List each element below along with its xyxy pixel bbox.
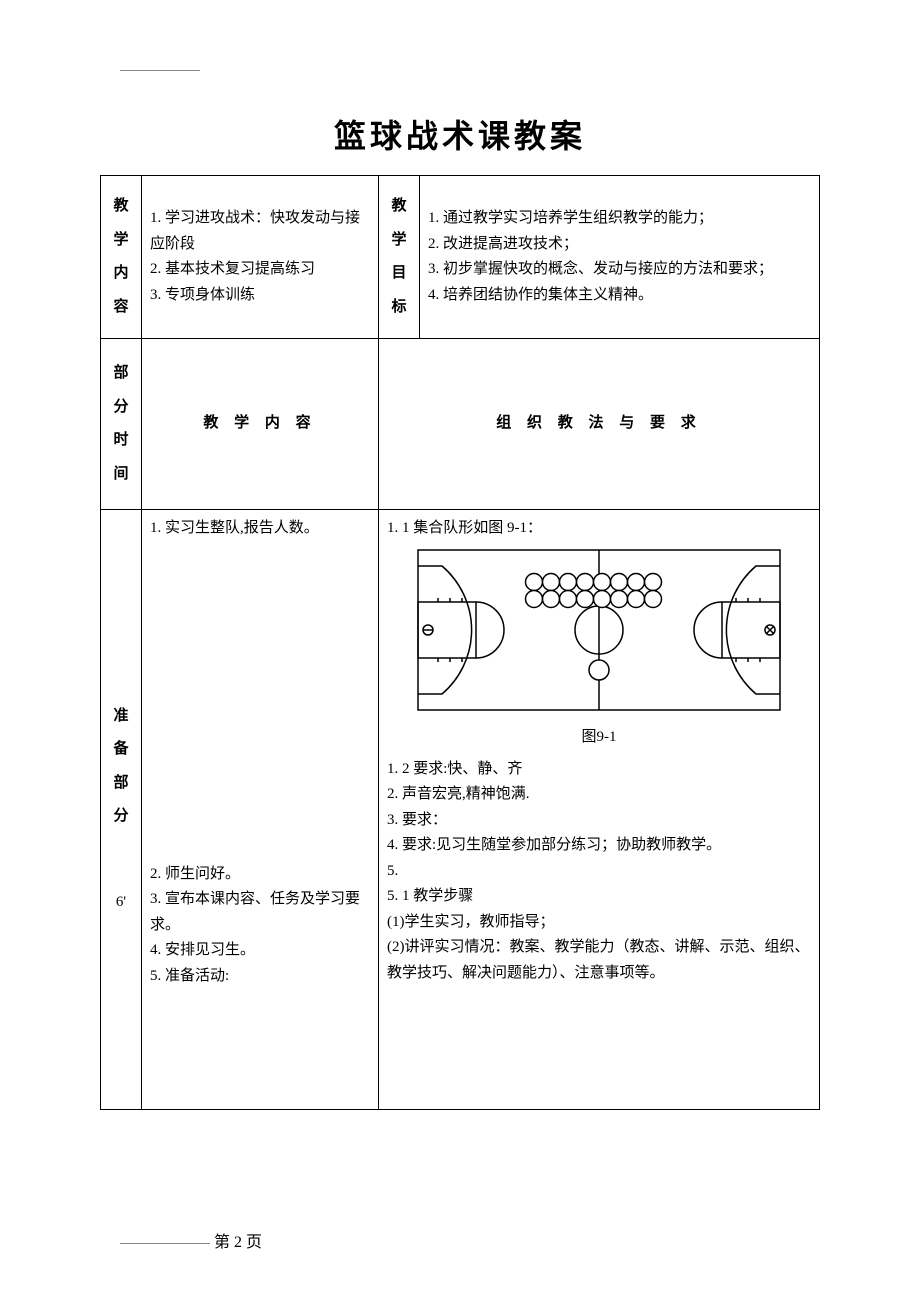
header-methods-requirements: 组 织 教 法 与 要 求 — [379, 339, 820, 510]
time-value: 6' — [105, 890, 137, 916]
court-diagram: 图9-1 — [387, 546, 811, 751]
page-number: 第 2 页 — [214, 1234, 262, 1251]
header-rule — [120, 70, 200, 71]
cell-teaching-goal: 1. 通过教学实习培养学生组织教学的能力； 2. 改进提高进攻技术； 3. 初步… — [420, 176, 820, 339]
document-title: 篮球战术课教案 — [100, 111, 820, 157]
label-teaching-content: 教 学 内 容 — [101, 176, 142, 339]
label-teaching-goal: 教 学 目 标 — [379, 176, 420, 339]
header-teaching-content: 教 学 内 容 — [142, 339, 379, 510]
label-section-time: 部 分 时 间 — [101, 339, 142, 510]
cell-prep-methods: 1. 1 集合队形如图 9-1： — [379, 510, 820, 1110]
cell-prep-content: 1. 实习生整队,报告人数。 2. 师生问好。 3. 宣布本课内容、任务及学习要… — [142, 510, 379, 1110]
prep-content-bottom: 2. 师生问好。 3. 宣布本课内容、任务及学习要求。 4. 安排见习生。 5.… — [150, 862, 370, 990]
page-footer: 第 2 页 — [120, 1228, 262, 1252]
label-prep-section: 准 备 部 分 6' — [101, 510, 142, 1110]
lesson-plan-table: 教 学 内 容 1. 学习进攻战术：快攻发动与接应阶段 2. 基本技术复习提高练… — [100, 175, 820, 1110]
methods-top: 1. 1 集合队形如图 9-1： — [387, 516, 811, 542]
diagram-caption: 图9-1 — [387, 725, 811, 751]
cell-teaching-content: 1. 学习进攻战术：快攻发动与接应阶段 2. 基本技术复习提高练习 3. 专项身… — [142, 176, 379, 339]
methods-bottom: 1. 2 要求:快、静、齐 2. 声音宏亮,精神饱满. 3. 要求： 4. 要求… — [387, 757, 811, 987]
prep-content-top: 1. 实习生整队,报告人数。 — [150, 516, 370, 542]
